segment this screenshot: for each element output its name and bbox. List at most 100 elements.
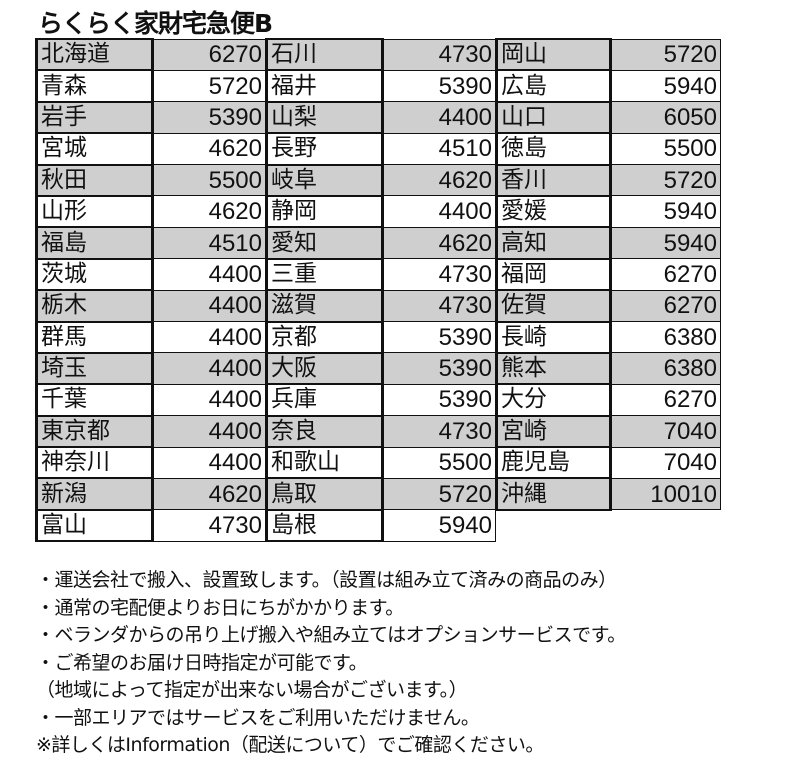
price-cell: 5390 — [151, 101, 267, 134]
table-row: 福島 4510 — [35, 226, 267, 260]
table-row: 富山 4730 — [35, 508, 267, 543]
prefecture-cell: 島根 — [265, 508, 384, 543]
table-row: 滋賀 4730 — [265, 289, 497, 323]
price-cell: 4400 — [151, 415, 267, 448]
prefecture-cell: 宮城 — [35, 132, 154, 166]
table-row: 長崎 6380 — [494, 320, 721, 354]
prefecture-cell: 千葉 — [35, 383, 154, 417]
table-row: 宮城 4620 — [35, 132, 267, 166]
table-row: 岐阜 4620 — [265, 163, 497, 197]
price-cell: 6270 — [610, 383, 721, 417]
note-line: ・通常の宅配便よりお日にちがかかります。 — [36, 596, 404, 619]
prefecture-cell: 石川 — [265, 37, 384, 72]
prefecture-cell: 兵庫 — [265, 383, 384, 417]
price-cell: 5390 — [381, 352, 497, 385]
table-row: 鳥取 5720 — [265, 477, 497, 511]
prefecture-cell: 群馬 — [35, 320, 154, 354]
price-cell: 4400 — [151, 289, 267, 323]
table-row: 静岡 4400 — [265, 194, 497, 229]
price-cell: 4730 — [381, 289, 497, 323]
prefecture-cell: 佐賀 — [494, 289, 613, 323]
table-row: 高知 5940 — [494, 226, 721, 260]
prefecture-cell: 岩手 — [35, 100, 154, 135]
prefecture-cell: 奈良 — [265, 414, 384, 449]
table-row: 三重 4730 — [265, 257, 497, 292]
table-row: 青森 5720 — [35, 69, 267, 103]
note-line: ・ご希望のお届け日時指定が可能です。 — [36, 651, 368, 674]
price-cell: 5940 — [381, 509, 497, 542]
prefecture-cell: 青森 — [35, 69, 154, 103]
price-cell: 4400 — [151, 352, 267, 385]
table-row: 鹿児島 7040 — [494, 446, 721, 480]
note-line: ・ベランダからの吊り上げ搬入や組み立てはオプションサービスです。 — [36, 624, 626, 646]
table-row: 新潟 4620 — [35, 477, 267, 511]
prefecture-cell: 京都 — [265, 320, 384, 354]
prefecture-cell: 香川 — [494, 163, 613, 197]
price-cell: 4620 — [381, 164, 497, 197]
prefecture-cell: 長野 — [265, 132, 384, 166]
price-cell: 5940 — [610, 195, 721, 228]
price-table-group-2: 石川 4730 福井 5390 山梨 4400 長野 4510 岐阜 4620 静岡 4400 愛知 46… — [265, 37, 497, 543]
prefecture-cell: 岐阜 — [265, 163, 384, 197]
price-table-group-1: 北海道 6270 青森 5720 岩手 5390 宮城 4620 秋田 5500 山形 4620 福島 4… — [35, 37, 267, 543]
price-cell: 6270 — [610, 258, 721, 291]
price-cell: 4400 — [381, 101, 497, 134]
prefecture-cell: 山梨 — [265, 100, 384, 135]
price-cell: 5720 — [610, 38, 721, 71]
prefecture-cell: 長崎 — [494, 320, 613, 354]
prefecture-cell: 神奈川 — [35, 446, 154, 480]
price-cell: 5940 — [610, 69, 721, 103]
price-cell: 4400 — [151, 446, 267, 479]
price-cell: 5720 — [151, 69, 267, 103]
table-row: 岡山 5720 — [494, 37, 721, 72]
prefecture-cell: 山形 — [35, 194, 154, 229]
prefecture-cell: 岡山 — [494, 37, 613, 72]
price-cell: 5720 — [381, 477, 497, 511]
table-row: 山形 4620 — [35, 194, 267, 229]
table-row: 沖縄 10010 — [494, 477, 721, 511]
prefecture-cell: 広島 — [494, 69, 613, 103]
table-row: 大分 6270 — [494, 383, 721, 417]
prefecture-cell: 宮崎 — [494, 414, 613, 449]
prefecture-cell: 鹿児島 — [494, 446, 613, 480]
prefecture-cell: 福島 — [35, 226, 154, 260]
prefecture-cell: 熊本 — [494, 351, 613, 386]
price-cell: 6270 — [610, 289, 721, 323]
prefecture-cell: 北海道 — [35, 37, 154, 72]
prefecture-cell: 三重 — [265, 257, 384, 292]
prefecture-cell: 東京都 — [35, 414, 154, 449]
price-cell: 4730 — [151, 509, 267, 542]
price-cell: 6270 — [151, 38, 267, 71]
table-row: 東京都 4400 — [35, 414, 267, 449]
prefecture-cell: 愛媛 — [494, 194, 613, 229]
table-row: 北海道 6270 — [35, 37, 267, 72]
prefecture-cell: 鳥取 — [265, 477, 384, 511]
table-row: 京都 5390 — [265, 320, 497, 354]
price-cell: 7040 — [610, 446, 721, 479]
note-line: ※詳しくはInformation（配送について）でご確認ください。 — [36, 734, 544, 756]
table-row: 千葉 4400 — [35, 383, 267, 417]
table-row: 兵庫 5390 — [265, 383, 497, 417]
prefecture-cell: 埼玉 — [35, 351, 154, 386]
price-cell: 6050 — [610, 101, 721, 134]
price-cell: 5390 — [381, 321, 497, 354]
prefecture-cell: 富山 — [35, 508, 154, 543]
price-cell: 5940 — [610, 226, 721, 260]
table-row: 福岡 6270 — [494, 257, 721, 292]
note-line: ・運送会社で搬入、設置致します。（設置は組み立て済みの商品のみ） — [36, 569, 617, 591]
prefecture-cell: 和歌山 — [265, 446, 384, 480]
price-cell: 4400 — [381, 195, 497, 228]
price-cell: 7040 — [610, 415, 721, 448]
price-cell: 4730 — [381, 38, 497, 71]
prefecture-cell: 秋田 — [35, 163, 154, 197]
notes: ・運送会社で搬入、設置致します。（設置は組み立て済みの商品のみ） ・通常の宅配便よ… — [36, 567, 626, 760]
table-row: 広島 5940 — [494, 69, 721, 103]
table-row: 福井 5390 — [265, 69, 497, 103]
table-row: 栃木 4400 — [35, 289, 267, 323]
table-row: 徳島 5500 — [494, 132, 721, 166]
prefecture-cell: 山口 — [494, 100, 613, 135]
table-row: 奈良 4730 — [265, 414, 497, 449]
price-cell: 5500 — [151, 164, 267, 197]
prefecture-cell: 栃木 — [35, 289, 154, 323]
price-cell: 5500 — [381, 446, 497, 479]
